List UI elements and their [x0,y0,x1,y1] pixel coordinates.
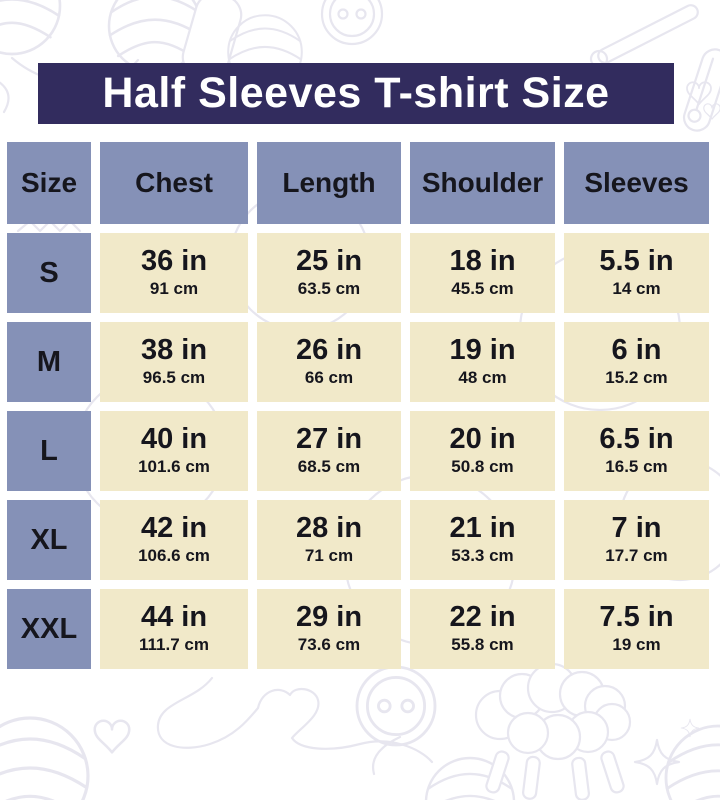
inches-value: 26 in [295,334,363,367]
measurement-cell-chest: 40 in 101.6 cm [100,411,248,491]
cm-value: 96.5 cm [142,368,206,388]
cm-value: 106.6 cm [138,546,210,566]
cm-value: 101.6 cm [138,457,210,477]
measurement-cell-chest: 36 in 91 cm [100,233,248,313]
cm-value: 111.7 cm [139,635,209,655]
cm-value: 19 cm [612,635,661,655]
cm-value: 53.3 cm [451,546,514,566]
heart-icon [93,719,131,754]
cm-value: 91 cm [149,279,199,299]
measurement-cell-chest: 38 in 96.5 cm [100,322,248,402]
inches-value: 19 in [449,334,516,367]
inches-value: 7 in [611,512,662,545]
page-title: Half Sleeves T-shirt Size [38,63,674,124]
cm-value: 15.2 cm [605,368,668,388]
cm-value: 63.5 cm [297,279,361,299]
measurement-cell-shoulder: 19 in 48 cm [410,322,555,402]
header-cell-length: Length [257,142,401,224]
inches-value: 38 in [140,334,208,367]
measurement-cell-length: 25 in 63.5 cm [257,233,401,313]
cm-value: 68.5 cm [297,457,361,477]
inches-value: 6 in [611,334,662,367]
yarn-ball-icon [0,716,90,800]
sparkle-icon [633,738,681,786]
button-icon [320,0,384,46]
cm-value: 16.5 cm [605,457,668,477]
measurement-cell-shoulder: 18 in 45.5 cm [410,233,555,313]
cm-value: 73.6 cm [297,635,361,655]
measurement-cell-shoulder: 20 in 50.8 cm [410,411,555,491]
inches-value: 6.5 in [599,423,674,456]
inches-value: 22 in [449,601,516,634]
cm-value: 50.8 cm [451,457,514,477]
size-cell: S [7,233,91,313]
measurement-cell-sleeves: 6 in 15.2 cm [564,322,709,402]
yarn-curl-icon [0,81,10,114]
header-cell-shoulder: Shoulder [410,142,555,224]
button-icon [355,665,437,747]
inches-value: 18 in [449,245,516,278]
measurement-cell-chest: 42 in 106.6 cm [100,500,248,580]
inches-value: 27 in [295,423,363,456]
safety-pin-icon [682,48,720,132]
yarn-curl-icon [371,735,402,776]
header-cell-size: Size [7,142,91,224]
size-cell: XXL [7,589,91,669]
inches-value: 28 in [295,512,363,545]
size-cell: XL [7,500,91,580]
cm-value: 14 cm [612,279,661,299]
cm-value: 55.8 cm [451,635,514,655]
cm-value: 66 cm [304,368,354,388]
inches-value: 7.5 in [599,601,674,634]
inches-value: 5.5 in [599,245,674,278]
inches-value: 40 in [140,423,208,456]
inches-value: 42 in [140,512,208,545]
measurement-cell-shoulder: 21 in 53.3 cm [410,500,555,580]
measurement-cell-sleeves: 7.5 in 19 cm [564,589,709,669]
size-cell: L [7,411,91,491]
measurement-cell-shoulder: 22 in 55.8 cm [410,589,555,669]
measurement-cell-length: 26 in 66 cm [257,322,401,402]
cm-value: 71 cm [304,546,354,566]
inches-value: 29 in [295,601,363,634]
measurement-cell-length: 28 in 71 cm [257,500,401,580]
size-cell: M [7,322,91,402]
yarn-string-heart-icon [156,676,434,764]
measurement-cell-chest: 44 in 111.7 cm [100,589,248,669]
measurement-cell-sleeves: 7 in 17.7 cm [564,500,709,580]
knitting-needle-icon [589,4,699,69]
measurement-cell-length: 27 in 68.5 cm [257,411,401,491]
cm-value: 48 cm [458,368,507,388]
size-table: Size Chest Length Shoulder Sleeves S 36 … [7,142,709,669]
measurement-cell-sleeves: 6.5 in 16.5 cm [564,411,709,491]
inches-value: 20 in [449,423,516,456]
inches-value: 36 in [140,245,208,278]
measurement-cell-sleeves: 5.5 in 14 cm [564,233,709,313]
measurement-cell-length: 29 in 73.6 cm [257,589,401,669]
header-cell-sleeves: Sleeves [564,142,709,224]
inches-value: 25 in [295,245,363,278]
sheep-icon [474,662,632,800]
header-cell-chest: Chest [100,142,248,224]
inches-value: 21 in [449,512,516,545]
cm-value: 17.7 cm [605,546,668,566]
cm-value: 45.5 cm [451,279,514,299]
inches-value: 44 in [140,601,208,634]
